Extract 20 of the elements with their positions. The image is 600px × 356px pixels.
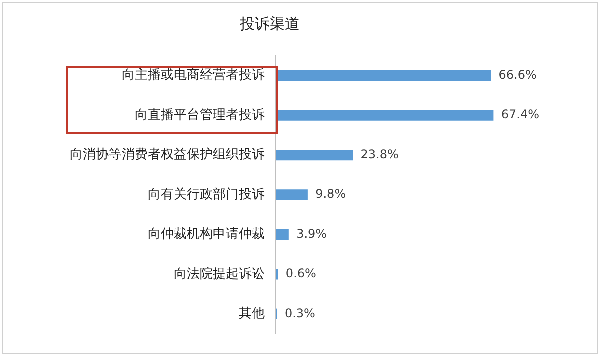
y-tick-label: 向法院提起诉讼 [174,266,265,282]
bar [276,70,492,82]
chart-title: 投诉渠道 [239,14,300,33]
data-label: 3.9% [296,226,328,241]
bar [276,110,494,121]
data-label: 9.8% [316,187,346,202]
y-tick-label: 向直播平台管理者投诉 [135,108,265,123]
y-tick-label: 向消协等消费者权益保护组织投诉 [70,148,265,163]
bar [276,190,308,200]
data-label: 23.8% [360,147,399,162]
y-tick-label: 向仲裁机构申请仲裁 [148,227,265,242]
bar [276,150,354,161]
data-label: 0.6% [286,266,316,281]
data-label: 67.4% [501,108,540,122]
y-tick-label: 向有关行政部门投诉 [148,186,265,202]
y-tick-label: 其他 [239,306,265,322]
y-tick-label: 向主播或电商经营者投诉 [122,67,265,84]
data-label: 0.3% [284,306,316,320]
bar [276,229,289,240]
data-label: 66.6% [498,68,537,82]
